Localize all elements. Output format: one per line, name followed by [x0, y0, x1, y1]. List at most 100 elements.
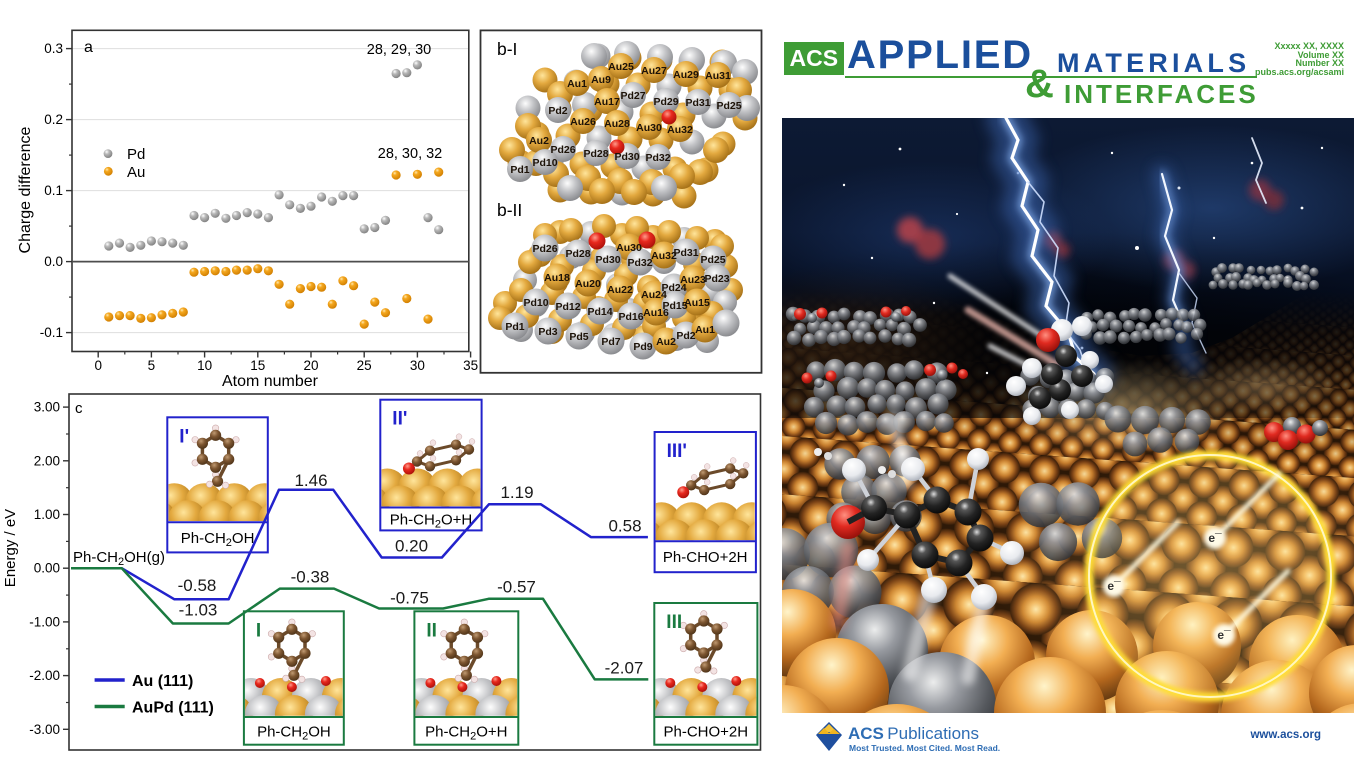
svg-text:0.58: 0.58 — [608, 517, 641, 536]
svg-text:Pd16: Pd16 — [618, 311, 643, 323]
svg-text:Pd1: Pd1 — [510, 164, 529, 176]
svg-text:Pd23: Pd23 — [704, 273, 729, 285]
svg-text:Ph-CH2OH(g): Ph-CH2OH(g) — [73, 549, 165, 568]
svg-text:-0.75: -0.75 — [390, 589, 429, 608]
svg-text:Au16: Au16 — [643, 307, 669, 319]
svg-text:15: 15 — [250, 358, 265, 373]
svg-text:0.3: 0.3 — [44, 41, 63, 56]
svg-text:Au22: Au22 — [607, 284, 633, 296]
svg-text:Atom number: Atom number — [222, 373, 319, 390]
svg-text:Pd29: Pd29 — [653, 96, 678, 108]
svg-text:a: a — [84, 39, 93, 56]
svg-text:Au2: Au2 — [656, 336, 676, 348]
svg-text:-0.1: -0.1 — [40, 325, 63, 340]
svg-text:III: III — [666, 612, 682, 633]
svg-text:Pd30: Pd30 — [614, 151, 639, 163]
svg-text:Pd1: Pd1 — [505, 321, 524, 333]
svg-text:Ph-CH2O+H: Ph-CH2O+H — [425, 723, 507, 742]
svg-text:Pd28: Pd28 — [565, 248, 590, 260]
svg-text:Au30: Au30 — [636, 122, 662, 134]
svg-text:Pd26: Pd26 — [550, 144, 575, 156]
svg-text:Au27: Au27 — [641, 65, 667, 77]
svg-text:Pd15: Pd15 — [662, 300, 687, 312]
svg-text:Ph-CH2OH: Ph-CH2OH — [257, 723, 331, 742]
svg-text:Pd14: Pd14 — [587, 306, 612, 318]
svg-text:Pd26: Pd26 — [532, 243, 557, 255]
svg-text:0.20: 0.20 — [395, 537, 428, 556]
svg-text:e¯: e¯ — [1107, 579, 1121, 593]
svg-text:Au30: Au30 — [616, 242, 642, 254]
svg-text:Au20: Au20 — [575, 278, 601, 290]
svg-text:Pd9: Pd9 — [633, 341, 652, 353]
svg-text:Au24: Au24 — [641, 289, 667, 301]
svg-text:-2.00: -2.00 — [29, 668, 60, 683]
svg-text:0.00: 0.00 — [34, 561, 60, 576]
svg-text:-2.07: -2.07 — [605, 659, 644, 678]
svg-text:Au28: Au28 — [604, 118, 630, 130]
svg-text:Au: Au — [127, 164, 145, 181]
svg-text:Pd31: Pd31 — [673, 247, 698, 259]
svg-text:0.2: 0.2 — [44, 112, 63, 127]
svg-text:Pd32: Pd32 — [627, 257, 652, 269]
svg-text:Au9: Au9 — [591, 74, 611, 86]
svg-text:-3.00: -3.00 — [29, 722, 60, 737]
svg-text:-1.00: -1.00 — [29, 614, 60, 629]
svg-text:Au (111): Au (111) — [132, 673, 193, 690]
svg-text:Au29: Au29 — [673, 69, 699, 81]
svg-text:Ph-CHO+2H: Ph-CHO+2H — [663, 549, 748, 566]
svg-text:Pd24: Pd24 — [661, 282, 686, 294]
svg-text:Au1: Au1 — [567, 78, 587, 90]
svg-text:-1.03: -1.03 — [179, 601, 218, 620]
svg-text:Au15: Au15 — [684, 297, 710, 309]
svg-text:Au32: Au32 — [667, 124, 693, 136]
svg-text:Ph-CH2OH: Ph-CH2OH — [181, 530, 255, 549]
svg-text:Ph-CHO+2H: Ph-CHO+2H — [663, 723, 748, 740]
svg-text:Ph-CH2O+H: Ph-CH2O+H — [390, 512, 472, 531]
svg-text:AuPd (111): AuPd (111) — [132, 700, 214, 717]
svg-text:Pd: Pd — [127, 146, 145, 163]
svg-text:20: 20 — [303, 358, 318, 373]
svg-text:Energy / eV: Energy / eV — [2, 509, 19, 587]
svg-text:Pd2: Pd2 — [548, 105, 567, 117]
svg-text:1.00: 1.00 — [34, 507, 60, 522]
svg-text:b-II: b-II — [497, 200, 522, 220]
svg-text:30: 30 — [410, 358, 425, 373]
svg-text:Au17: Au17 — [594, 96, 620, 108]
svg-text:28, 29, 30: 28, 29, 30 — [367, 42, 432, 58]
svg-text:2.00: 2.00 — [34, 453, 60, 468]
svg-text:Pd3: Pd3 — [538, 326, 557, 338]
svg-text:10: 10 — [197, 358, 212, 373]
svg-text:-0.38: -0.38 — [291, 568, 330, 587]
svg-text:Au32: Au32 — [651, 250, 677, 262]
svg-text:e¯: e¯ — [1217, 628, 1231, 642]
svg-text:Au2: Au2 — [529, 135, 549, 147]
svg-text:Charge difference: Charge difference — [17, 126, 34, 253]
svg-text:Pd5: Pd5 — [569, 331, 588, 343]
svg-text:25: 25 — [357, 358, 372, 373]
svg-text:28, 30, 32: 28, 30, 32 — [378, 146, 443, 162]
svg-text:Au31: Au31 — [705, 70, 731, 82]
svg-text:Pd2: Pd2 — [676, 330, 695, 342]
svg-text:Au18: Au18 — [544, 272, 570, 284]
svg-text:Pd25: Pd25 — [716, 100, 741, 112]
svg-text:0.1: 0.1 — [44, 183, 63, 198]
svg-text:0: 0 — [94, 358, 102, 373]
svg-text:Au23: Au23 — [680, 274, 706, 286]
svg-text:I: I — [256, 620, 261, 641]
svg-text:b-I: b-I — [497, 39, 517, 59]
svg-text:e¯: e¯ — [1208, 531, 1222, 545]
svg-text:35: 35 — [463, 358, 478, 373]
svg-text:Pd10: Pd10 — [532, 157, 557, 169]
svg-text:Au1: Au1 — [695, 324, 715, 336]
svg-text:Pd32: Pd32 — [645, 152, 670, 164]
svg-text:-0.57: -0.57 — [497, 578, 536, 597]
svg-text:II': II' — [392, 409, 407, 430]
svg-text:0.0: 0.0 — [44, 254, 63, 269]
svg-text:Au26: Au26 — [570, 116, 596, 128]
svg-text:3.00: 3.00 — [34, 400, 60, 415]
svg-text:Pd10: Pd10 — [523, 297, 548, 309]
svg-text:Pd30: Pd30 — [595, 254, 620, 266]
svg-text:Pd25: Pd25 — [700, 254, 725, 266]
svg-text:Pd12: Pd12 — [555, 301, 580, 313]
svg-text:-0.58: -0.58 — [178, 576, 217, 595]
